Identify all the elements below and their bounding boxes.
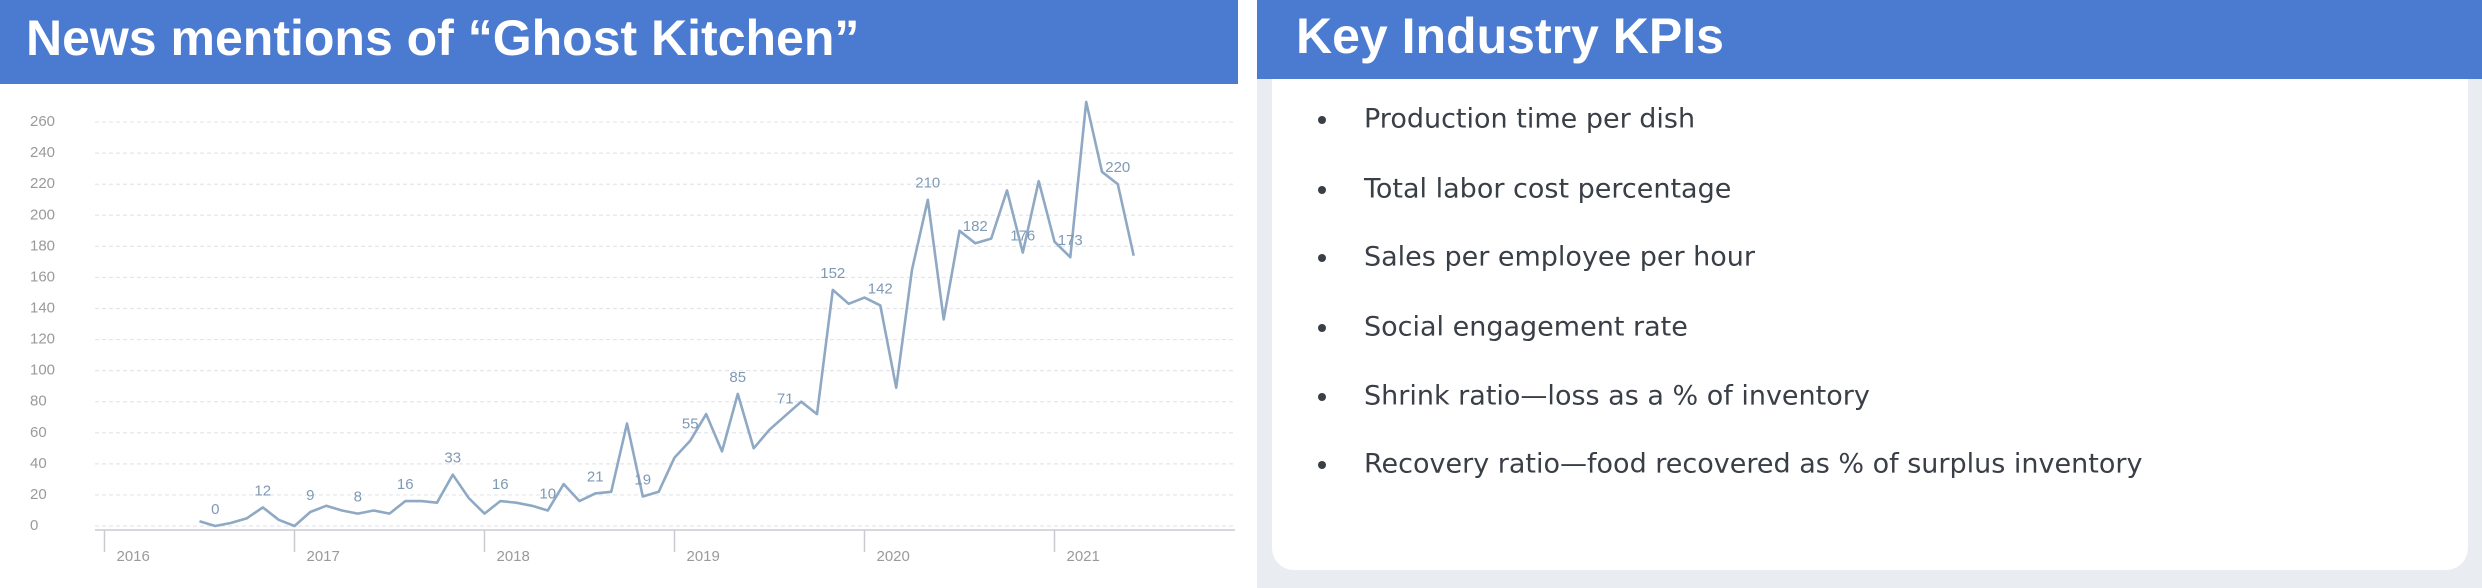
value-label: 16 <box>492 476 509 493</box>
y-tick-label: 0 <box>30 517 38 534</box>
value-label: 152 <box>820 265 845 282</box>
x-tick-label: 2021 <box>1067 548 1100 565</box>
value-label: 176 <box>1010 228 1035 245</box>
y-tick-label: 180 <box>30 237 55 254</box>
y-tick-label: 200 <box>30 206 55 223</box>
line-chart: 0204060801001201401601802002202402602016… <box>30 100 1235 565</box>
value-label: 71 <box>777 391 794 408</box>
value-label: 33 <box>444 450 461 467</box>
x-tick-label: 2019 <box>687 548 720 565</box>
value-label: 8 <box>354 489 362 506</box>
y-tick-label: 100 <box>30 362 55 379</box>
kpi-item: Social engagement rate <box>1364 312 1688 343</box>
bullet <box>1318 461 1326 469</box>
bullet <box>1318 186 1326 194</box>
y-tick-label: 220 <box>30 175 55 192</box>
value-label: 16 <box>397 476 414 493</box>
kpi-item: Total labor cost percentage <box>1363 174 1731 205</box>
bullet <box>1318 116 1326 124</box>
bullet <box>1318 324 1326 332</box>
y-tick-label: 60 <box>30 424 47 441</box>
value-label: 55 <box>682 416 699 433</box>
kpi-item: Sales per employee per hour <box>1364 242 1756 273</box>
kpi-item: Shrink ratio—loss as a % of inventory <box>1364 381 1870 412</box>
kpi-card <box>1272 60 2468 570</box>
value-label: 85 <box>729 369 746 386</box>
value-label: 21 <box>587 468 604 485</box>
y-tick-label: 20 <box>30 486 47 503</box>
value-label: 10 <box>539 485 556 502</box>
value-label: 9 <box>306 487 314 504</box>
kpi-header <box>1257 0 2482 79</box>
bullet <box>1318 254 1326 262</box>
x-tick-label: 2020 <box>877 548 910 565</box>
kpi-item: Recovery ratio—food recovered as % of su… <box>1364 449 2142 480</box>
y-tick-label: 120 <box>30 331 55 348</box>
value-label: 19 <box>634 471 651 488</box>
kpi-title: Key Industry KPIs <box>1296 8 1724 64</box>
kpi-item: Production time per dish <box>1364 104 1695 135</box>
x-tick-label: 2018 <box>497 548 530 565</box>
y-tick-label: 140 <box>30 299 55 316</box>
x-tick-label: 2016 <box>117 548 150 565</box>
value-label: 210 <box>915 175 940 192</box>
chart-header <box>0 0 1238 84</box>
bullet <box>1318 393 1326 401</box>
series-line <box>199 100 1135 528</box>
y-tick-label: 80 <box>30 393 47 410</box>
y-tick-label: 160 <box>30 268 55 285</box>
value-label: 0 <box>211 501 219 518</box>
y-tick-label: 260 <box>30 113 55 130</box>
value-label: 173 <box>1058 232 1083 249</box>
y-tick-label: 40 <box>30 455 47 472</box>
value-label: 142 <box>868 280 893 297</box>
kpi-list: Production time per dish Total labor cost… <box>1318 104 2142 480</box>
value-label: 12 <box>254 482 271 499</box>
value-label: 220 <box>1105 159 1130 176</box>
value-label: 182 <box>963 218 988 235</box>
x-tick-label: 2017 <box>307 548 340 565</box>
chart-title: News mentions of “Ghost Kitchen” <box>26 10 859 66</box>
y-tick-label: 240 <box>30 144 55 161</box>
